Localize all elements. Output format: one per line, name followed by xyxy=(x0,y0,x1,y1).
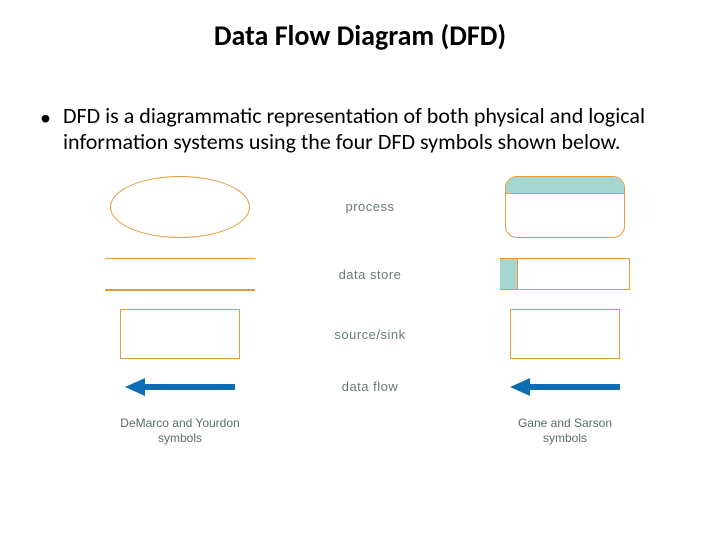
label-datastore: data store xyxy=(339,267,402,282)
bullet-dot: • xyxy=(40,105,51,156)
label-process: process xyxy=(345,199,394,214)
demarco-sourcesink-icon xyxy=(120,309,240,359)
gane-datastore-icon xyxy=(500,258,630,290)
demarco-process-icon xyxy=(110,176,250,238)
page-title: Data Flow Diagram (DFD) xyxy=(0,0,720,63)
gane-dataflow-icon xyxy=(510,378,620,396)
label-dataflow: data flow xyxy=(342,379,399,394)
label-sourcesink: source/sink xyxy=(334,327,405,342)
dfd-symbols-diagram: DeMarco and Yourdon symbols process data… xyxy=(0,172,720,472)
bullet-text: DFD is a diagrammatic representation of … xyxy=(63,103,680,156)
demarco-footer: DeMarco and Yourdon symbols xyxy=(120,416,239,446)
bullet-paragraph: • DFD is a diagrammatic representation o… xyxy=(0,63,720,166)
gane-process-icon xyxy=(505,176,625,238)
demarco-dataflow-icon xyxy=(125,378,235,396)
gane-sourcesink-icon xyxy=(510,309,620,359)
gane-footer: Gane and Sarson symbols xyxy=(518,416,612,446)
demarco-datastore-icon xyxy=(105,258,255,291)
